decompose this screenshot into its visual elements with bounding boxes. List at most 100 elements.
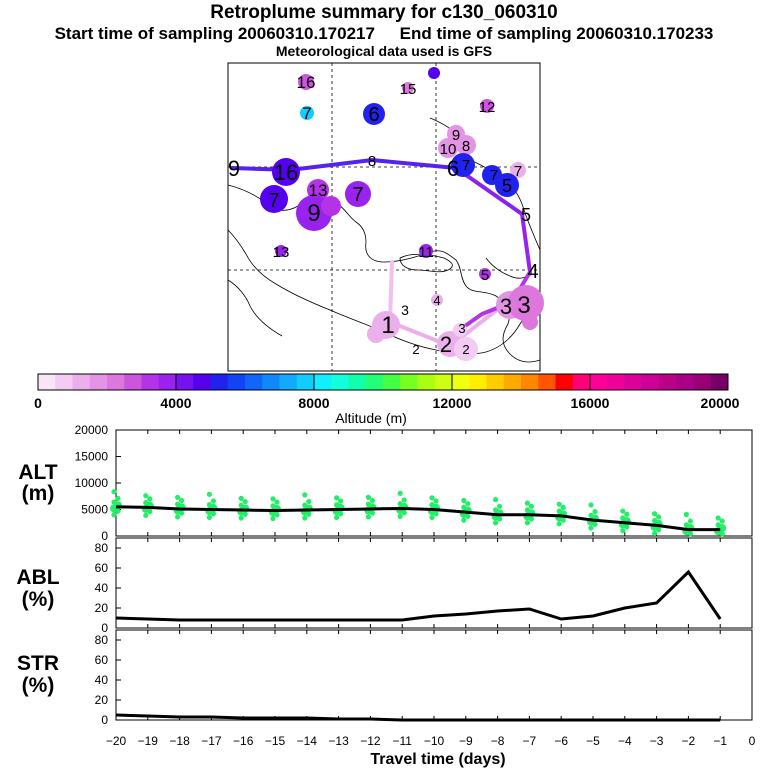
colorbar-cell <box>176 374 194 390</box>
y-tick-label: 80 <box>95 633 109 647</box>
particle-point <box>397 490 403 496</box>
map-label: 5 <box>521 205 531 225</box>
colorbar-cell <box>210 374 229 390</box>
x-tick-label: −8 <box>491 734 505 748</box>
map-label: 6 <box>447 156 459 181</box>
particle-point <box>270 515 276 522</box>
particle-point <box>652 511 658 517</box>
series-line <box>115 569 722 622</box>
particle-point <box>143 500 149 506</box>
particle-point <box>656 514 662 520</box>
x-tick-label: −16 <box>233 734 254 748</box>
map-label: 10 <box>440 141 457 158</box>
x-axis-label: Travel time (days) <box>370 751 505 768</box>
particle-point <box>620 508 626 514</box>
y-tick-label: 15000 <box>75 450 109 464</box>
particle-point <box>429 514 435 521</box>
colorbar-tick: 8000 <box>298 395 329 411</box>
colorbar-cell <box>710 374 729 390</box>
colorbar-cell <box>365 374 384 390</box>
map-label: 7 <box>462 157 470 174</box>
colorbar-cell <box>141 374 160 390</box>
colorbar-cell <box>590 374 608 390</box>
colorbar-cell <box>262 374 280 390</box>
x-tick-label: −5 <box>586 734 600 748</box>
x-tick-label: −19 <box>138 734 159 748</box>
particle-point <box>556 501 562 507</box>
colorbar-cell <box>607 374 625 390</box>
particle-point <box>111 489 117 495</box>
colorbar-cell <box>89 374 108 390</box>
colorbar-cell <box>331 374 349 390</box>
particle-point <box>524 520 531 526</box>
colorbar-cell <box>521 374 539 390</box>
met-data-note: Meteorological data used is GFS <box>275 43 493 59</box>
colorbar-cell <box>452 374 470 390</box>
colorbar-cell <box>503 374 522 390</box>
particle-point <box>493 520 499 526</box>
x-tick-label: −1 <box>713 734 727 748</box>
colorbar-cell <box>193 374 211 390</box>
colorbar-frame <box>37 373 729 391</box>
map-label: 9 <box>307 200 320 227</box>
particle-point <box>302 492 308 498</box>
colorbar-label: Altitude (m) <box>335 410 407 426</box>
x-tick-label: −20 <box>106 734 127 748</box>
particle-point <box>111 499 117 505</box>
map-label: 13 <box>273 244 290 261</box>
particle-point <box>652 518 658 524</box>
colorbar-cell <box>486 374 505 390</box>
colorbar-tick: 20000 <box>701 395 740 411</box>
particle-point <box>365 501 371 507</box>
particle-point <box>302 515 308 521</box>
colorbar-cell <box>158 374 177 390</box>
particle-point <box>242 498 248 505</box>
particle-point <box>365 514 371 520</box>
x-tick-label: −6 <box>554 734 568 748</box>
particle-point <box>588 525 594 531</box>
y-tick-label: 20 <box>95 693 109 707</box>
particle-point <box>270 496 276 502</box>
map-label: 2 <box>462 342 469 357</box>
particle-point <box>397 513 403 519</box>
particle-point <box>175 494 181 500</box>
particle-point <box>302 502 308 508</box>
particle-point <box>143 493 149 499</box>
colorbar-cell <box>659 374 677 390</box>
particle-point <box>620 528 626 534</box>
particle-point <box>556 508 562 514</box>
colorbar-cell <box>314 374 332 390</box>
x-tick-label: −2 <box>682 734 696 748</box>
colorbar-cell <box>624 374 643 390</box>
y-tick-label: 20000 <box>75 423 109 437</box>
colorbar-tick: 12000 <box>433 395 472 411</box>
particle-point <box>429 495 435 501</box>
x-tick-label: −15 <box>265 734 286 748</box>
particle-point <box>274 499 280 505</box>
map-label: 6 <box>368 104 379 126</box>
particle-point <box>179 497 185 504</box>
x-tick-label: −14 <box>297 734 318 748</box>
map-label: 7 <box>352 184 363 206</box>
alt-label: ALT <box>18 461 57 484</box>
x-tick-label: −17 <box>201 734 222 748</box>
colorbar-cell <box>296 374 315 390</box>
y-tick-label: 60 <box>95 561 109 575</box>
map-label: 7 <box>514 163 522 180</box>
colorbar-tick: 0 <box>34 395 42 411</box>
x-tick-label: −9 <box>459 734 473 748</box>
colorbar-cell <box>555 374 574 390</box>
map-label: 8 <box>462 138 470 155</box>
particle-point <box>334 514 340 521</box>
particle-point <box>206 491 212 497</box>
map-label: 13 <box>309 181 328 200</box>
panel-labels: ALT (m) ABL (%) STR (%) <box>16 461 59 697</box>
particle-point <box>465 501 471 507</box>
y-tick-label: 0 <box>101 529 108 543</box>
particle-point <box>528 503 535 509</box>
map-label: 2 <box>412 342 419 357</box>
str-label: STR <box>17 652 59 675</box>
particle-point <box>306 498 312 505</box>
y-tick-label: 0 <box>101 621 108 635</box>
